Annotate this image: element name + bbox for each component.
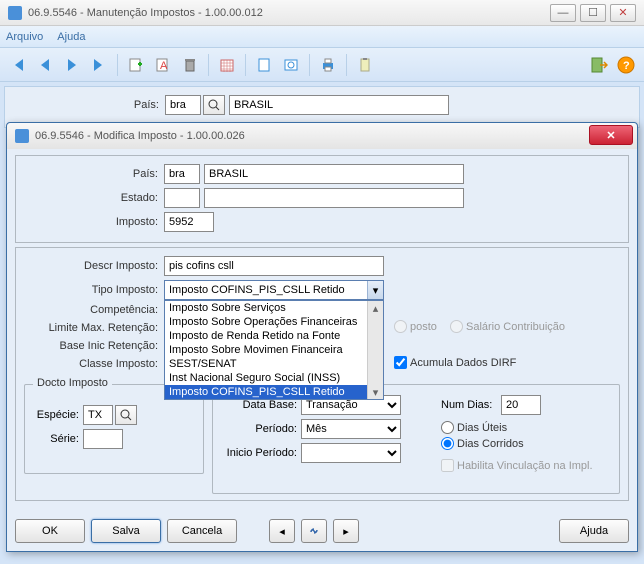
print-icon[interactable]: [316, 53, 340, 77]
limite-label: Limite Max. Retenção:: [24, 322, 164, 334]
main-window: 06.9.5546 - Manutenção Impostos - 1.00.0…: [0, 0, 644, 132]
estado-code-input[interactable]: [164, 188, 200, 208]
classe-label: Classe Imposto:: [24, 358, 164, 370]
periodo-label: Período:: [221, 423, 301, 435]
main-title: 06.9.5546 - Manutenção Impostos - 1.00.0…: [28, 7, 550, 19]
scroll-down-icon[interactable]: ▾: [368, 385, 383, 399]
header-panel: País: Estado: Imposto:: [15, 155, 629, 243]
main-titlebar: 06.9.5546 - Manutenção Impostos - 1.00.0…: [0, 0, 644, 26]
serie-input[interactable]: [83, 429, 123, 449]
menu-ajuda[interactable]: Ajuda: [57, 31, 85, 43]
estado-name-input[interactable]: [204, 188, 464, 208]
last-record-icon[interactable]: [87, 53, 111, 77]
tipo-option[interactable]: Imposto Sobre Operações Financeiras: [165, 315, 383, 329]
especie-lookup-button[interactable]: [115, 405, 137, 425]
calendar-icon[interactable]: [215, 53, 239, 77]
prev-record-icon[interactable]: [33, 53, 57, 77]
menu-arquivo[interactable]: Arquivo: [6, 31, 43, 43]
tipo-label: Tipo Imposto:: [24, 284, 164, 296]
exit-icon[interactable]: [587, 53, 611, 77]
clipboard-icon[interactable]: [353, 53, 377, 77]
dialog-close-button[interactable]: ✕: [589, 125, 633, 145]
estado-label: Estado:: [24, 192, 164, 204]
dialog-app-icon: [15, 129, 29, 143]
detail-panel: Descr Imposto: Tipo Imposto: Imposto COF…: [15, 247, 629, 501]
imposto-input[interactable]: [164, 212, 214, 232]
pais-code-input[interactable]: [164, 164, 200, 184]
app-icon: [8, 6, 22, 20]
delete-record-icon[interactable]: [178, 53, 202, 77]
svg-text:?: ?: [623, 60, 630, 72]
tipo-option[interactable]: SEST/SENAT: [165, 357, 383, 371]
radio-posto[interactable]: posto: [394, 320, 437, 333]
base-label: Base Inic Retenção:: [24, 340, 164, 352]
dialog-title: 06.9.5546 - Modifica Imposto - 1.00.00.0…: [35, 130, 245, 142]
numdias-label: Num Dias:: [441, 399, 501, 411]
dropdown-scrollbar[interactable]: ▴ ▾: [367, 301, 383, 399]
menubar: Arquivo Ajuda: [0, 26, 644, 48]
dialog-footer: OK Salva Cancela ◂ ▸ Ajuda: [7, 511, 637, 551]
nav-prev-button[interactable]: ◂: [269, 519, 295, 543]
tipo-option[interactable]: Imposto Sobre Movimen Financeira: [165, 343, 383, 357]
tipo-option[interactable]: Imposto de Renda Retido na Fonte: [165, 329, 383, 343]
tipo-option[interactable]: Inst Nacional Seguro Social (INSS): [165, 371, 383, 385]
new-record-icon[interactable]: [124, 53, 148, 77]
document-icon[interactable]: [252, 53, 276, 77]
tipo-option[interactable]: Imposto Sobre Serviços: [165, 301, 383, 315]
pais-label: País:: [24, 168, 164, 180]
check-acumula[interactable]: Acumula Dados DIRF: [394, 356, 516, 369]
parent-pais-lookup-button[interactable]: [203, 95, 225, 115]
tipo-option-selected[interactable]: Imposto COFINS_PIS_CSLL Retido: [165, 385, 383, 399]
tipo-selected-value: Imposto COFINS_PIS_CSLL Retido: [169, 284, 345, 296]
dialog-titlebar: 06.9.5546 - Modifica Imposto - 1.00.00.0…: [7, 123, 637, 149]
cancel-button[interactable]: Cancela: [167, 519, 237, 543]
parent-pais-label: País:: [25, 99, 165, 111]
inicio-select[interactable]: [301, 443, 401, 463]
serie-label: Série:: [33, 433, 83, 445]
ok-button[interactable]: OK: [15, 519, 85, 543]
preview-icon[interactable]: [279, 53, 303, 77]
descr-input[interactable]: [164, 256, 384, 276]
especie-input[interactable]: [83, 405, 113, 425]
first-record-icon[interactable]: [6, 53, 30, 77]
help-button[interactable]: Ajuda: [559, 519, 629, 543]
nav-link-button[interactable]: [301, 519, 327, 543]
close-button[interactable]: ✕: [610, 4, 636, 22]
scroll-up-icon[interactable]: ▴: [368, 301, 383, 315]
descr-label: Descr Imposto:: [24, 260, 164, 272]
help-icon[interactable]: ?: [614, 53, 638, 77]
especie-label: Espécie:: [33, 409, 83, 421]
edit-record-icon[interactable]: A: [151, 53, 175, 77]
calculo-groupbox: Cálculo Vencimento Data Base: Transação …: [212, 384, 620, 494]
docto-title: Docto Imposto: [33, 377, 112, 389]
imposto-label: Imposto:: [24, 216, 164, 228]
maximize-button[interactable]: ☐: [580, 4, 606, 22]
modify-tax-dialog: 06.9.5546 - Modifica Imposto - 1.00.00.0…: [6, 122, 638, 552]
parent-pais-name-input[interactable]: [229, 95, 449, 115]
numdias-input[interactable]: [501, 395, 541, 415]
radio-dias-corridos[interactable]: Dias Corridos: [441, 437, 524, 450]
competencia-label: Competência:: [24, 304, 164, 316]
next-record-icon[interactable]: [60, 53, 84, 77]
check-habilita[interactable]: Habilita Vinculação na Impl.: [441, 459, 593, 472]
radio-salario[interactable]: Salário Contribuição: [450, 320, 565, 333]
pais-name-input[interactable]: [204, 164, 464, 184]
minimize-button[interactable]: —: [550, 4, 576, 22]
database-label: Data Base:: [221, 399, 301, 411]
periodo-select[interactable]: Mês: [301, 419, 401, 439]
nav-next-button[interactable]: ▸: [333, 519, 359, 543]
toolbar: A ?: [0, 48, 644, 82]
svg-text:A: A: [160, 60, 168, 72]
tipo-dropdown-list: Imposto Sobre Serviços Imposto Sobre Ope…: [164, 300, 384, 400]
chevron-down-icon[interactable]: ▾: [367, 281, 383, 299]
tipo-imposto-combo[interactable]: Imposto COFINS_PIS_CSLL Retido ▾ Imposto…: [164, 280, 384, 300]
parent-pais-code-input[interactable]: [165, 95, 201, 115]
inicio-label: Inicio Período:: [221, 447, 301, 459]
save-button[interactable]: Salva: [91, 519, 161, 543]
radio-dias-uteis[interactable]: Dias Úteis: [441, 421, 507, 434]
